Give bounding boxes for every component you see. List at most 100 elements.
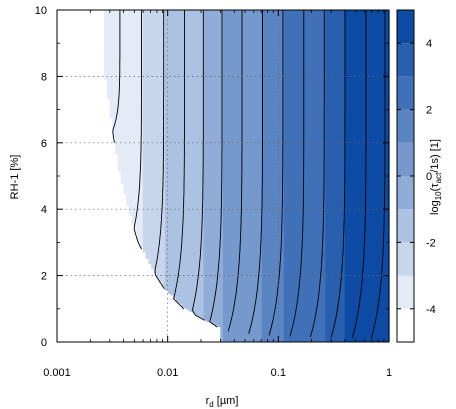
- heatmap-cell: [253, 10, 257, 342]
- colorbar-segment: [397, 209, 414, 243]
- heatmap-cell: [347, 10, 351, 342]
- colorbar-tick-label: -2: [426, 237, 436, 249]
- heatmap-cell: [242, 10, 246, 342]
- heatmap-cell: [289, 10, 293, 342]
- heatmap-cell: [170, 10, 174, 296]
- contour-line: [289, 10, 305, 337]
- contour-line: [227, 10, 243, 332]
- heatmap-cell: [104, 10, 108, 80]
- colorbar-tick-label: 2: [426, 105, 432, 117]
- heatmap-cell: [261, 10, 266, 342]
- heatmap-cell: [234, 10, 238, 342]
- contour-lines: [112, 10, 386, 339]
- y-axis-label: RH-1 [%]: [9, 155, 21, 200]
- heatmap-cell: [198, 10, 202, 318]
- contour-line: [248, 10, 263, 334]
- heatmap-cell: [175, 10, 180, 303]
- heatmap-cell: [366, 10, 371, 342]
- y-tick-label: 8: [41, 71, 47, 83]
- heatmap-cell: [184, 10, 188, 309]
- heatmap-cell: [308, 10, 313, 342]
- heatmap-cell: [377, 10, 382, 342]
- x-tick-label: 0.1: [271, 367, 286, 379]
- heatmap-cell: [311, 10, 315, 342]
- x-axis-label-sub: d: [209, 400, 213, 409]
- heatmap-cell: [151, 10, 155, 269]
- heatmap-cell: [106, 10, 111, 100]
- heatmap-cell: [294, 10, 299, 342]
- heatmap-cell: [142, 10, 147, 253]
- heatmap-cell: [217, 10, 221, 328]
- heatmap-cell: [341, 10, 346, 342]
- heatmap-cell: [339, 10, 343, 342]
- contour-line: [330, 10, 346, 338]
- contour-line: [209, 10, 223, 328]
- heatmap-cell: [159, 10, 163, 283]
- heatmap-cell: [236, 10, 241, 342]
- heatmap-cell: [256, 10, 260, 342]
- heatmap-cell: [225, 10, 230, 342]
- heatmap-cell: [223, 10, 227, 342]
- heatmap-cell: [286, 10, 290, 342]
- heatmap-cell: [333, 10, 338, 342]
- heatmap-cell: [375, 10, 379, 342]
- colorbar-segment: [397, 142, 414, 176]
- heatmap-cell: [355, 10, 360, 342]
- heatmap-cell: [303, 10, 307, 342]
- colorbar-tick-label: -4: [426, 304, 436, 316]
- y-tick-label: 2: [41, 271, 47, 283]
- heatmap-cell: [328, 10, 332, 342]
- heatmap-cell: [278, 10, 282, 342]
- grid-lines: [57, 10, 389, 342]
- heatmap-cell: [156, 10, 160, 279]
- contour-line: [112, 10, 121, 143]
- heatmap-cell: [187, 10, 191, 311]
- colorbar: -4 -2 0 2 4: [396, 9, 436, 343]
- contour-line: [173, 10, 185, 310]
- heatmap-cell: [361, 10, 365, 342]
- colorbar-segment: [397, 10, 414, 44]
- heatmap-cell: [231, 10, 235, 342]
- heatmap-cell: [275, 10, 279, 342]
- x-tick-label: 1: [386, 367, 392, 379]
- heatmap-cell: [153, 10, 158, 274]
- colorbar-label-post: /1s) [1]: [429, 139, 441, 173]
- heatmap-cell: [173, 10, 177, 299]
- heatmap-cell: [211, 10, 216, 324]
- heatmap-cell: [123, 10, 127, 195]
- colorbar-label: log10(τact/1s) [1]: [429, 139, 443, 215]
- y-tick-label: 4: [41, 204, 47, 216]
- contour-line: [133, 10, 142, 250]
- y-tick-label: 6: [41, 138, 47, 150]
- heatmap-cell: [319, 10, 324, 342]
- contour-line: [370, 10, 386, 339]
- heatmap-cell: [297, 10, 302, 342]
- heatmap-cell: [300, 10, 304, 342]
- colorbar-label-sub2: act: [434, 172, 443, 183]
- heatmap-cell: [167, 10, 172, 294]
- heatmap-cell: [306, 10, 310, 342]
- contour-line: [309, 10, 325, 338]
- heatmap-cell: [209, 10, 213, 323]
- heatmap-cell: [292, 10, 296, 342]
- colorbar-segment: [397, 308, 414, 342]
- colorbar-segment: [397, 275, 414, 309]
- colorbar-segment: [397, 176, 414, 210]
- heatmap-cell: [330, 10, 335, 342]
- heatmap-cell: [115, 10, 119, 155]
- heatmap-cell: [228, 10, 232, 342]
- contour-line: [191, 10, 205, 321]
- colorbar-segment: [397, 242, 414, 276]
- x-tick-label: 0.001: [43, 367, 71, 379]
- heatmap-cell: [134, 10, 138, 235]
- heatmap-cell: [192, 10, 196, 314]
- heatmap-cell: [178, 10, 183, 304]
- x-axis-label: rd [µm]: [206, 395, 239, 409]
- heatmap-cell: [317, 10, 321, 342]
- contour-line: [154, 10, 165, 290]
- colorbar-segment: [397, 43, 414, 77]
- x-axis-label-main: r: [206, 395, 210, 407]
- heatmap-cell: [126, 10, 130, 206]
- contour-line: [351, 10, 367, 339]
- contour-line: [268, 10, 284, 336]
